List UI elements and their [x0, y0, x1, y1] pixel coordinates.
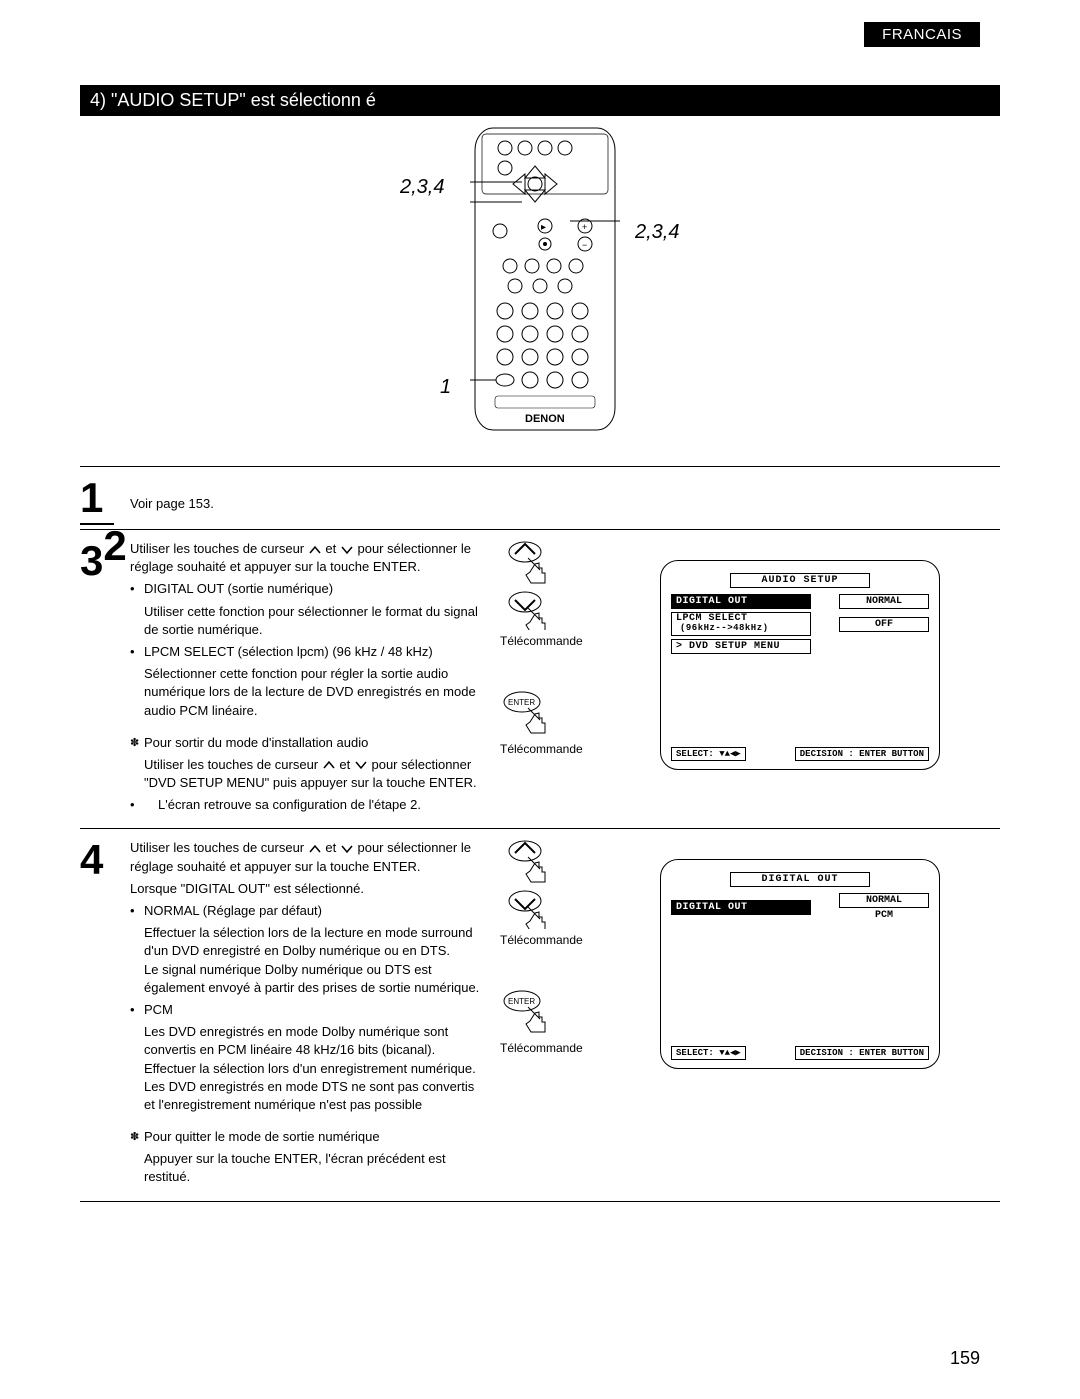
step4-text: Utiliser les touches de curseur et pour …	[130, 839, 480, 1190]
svg-text:+: +	[582, 222, 587, 232]
enter-press-icon: ENTER	[500, 688, 560, 738]
osd-audio-setup: AUDIO SETUP DIGITAL OUT NORMAL LPCM SELE…	[660, 560, 940, 770]
callout-234-left: 2,3,4	[400, 176, 444, 199]
section-title: 4) "AUDIO SETUP" est sélectionn é	[80, 85, 1000, 116]
svg-text:ENTER: ENTER	[508, 997, 535, 1006]
step-num-12: 1 2	[80, 477, 130, 519]
osd-digital-out: DIGITAL OUT DIGITAL OUT NORMAL PCM SELEC…	[660, 859, 940, 1069]
page-number: 159	[950, 1348, 980, 1369]
language-tab: FRANCAIS	[864, 22, 980, 47]
step-1-2: 1 2 Voir page 153.	[80, 466, 1000, 530]
step4-mid: Télécommande ENTER Télécommande	[500, 839, 640, 1190]
step-4: 4 Utiliser les touches de curseur et pou…	[80, 829, 1000, 1201]
cursor-press-icon	[500, 839, 560, 929]
step-num-4: 4	[80, 839, 130, 1190]
cursor-press-icon	[500, 540, 560, 630]
step-num-3: 3	[80, 540, 130, 818]
svg-text:▸: ▸	[541, 222, 546, 233]
steps: 1 2 Voir page 153. 3 Utiliser les touche…	[80, 466, 1000, 1202]
step3-mid: Télécommande ENTER Télécommande	[500, 540, 640, 818]
svg-text:−: −	[582, 240, 587, 250]
step12-text: Voir page 153.	[130, 495, 480, 513]
remote-svg: ▸ + − DENON	[470, 126, 620, 436]
step3-text: Utiliser les touches de curseur et pour …	[130, 540, 480, 818]
enter-press-icon: ENTER	[500, 987, 560, 1037]
callout-1: 1	[440, 376, 451, 399]
step-3: 3 Utiliser les touches de curseur et pou…	[80, 530, 1000, 829]
remote-diagram: 2,3,4 2,3,4 1 ▸ + −	[80, 126, 1000, 456]
remote-brand: DENON	[525, 413, 565, 425]
svg-text:ENTER: ENTER	[508, 698, 535, 707]
callout-234-right: 2,3,4	[635, 221, 679, 244]
